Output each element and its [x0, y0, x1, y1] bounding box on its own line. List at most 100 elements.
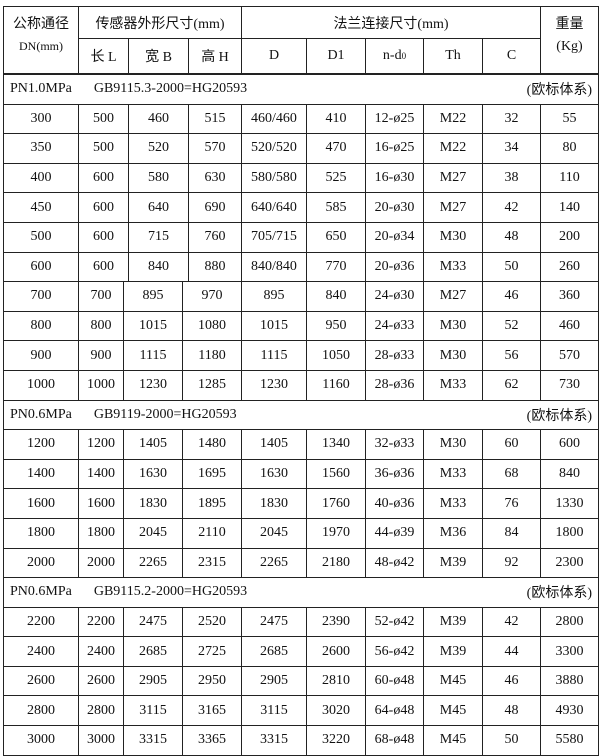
table-cell: 715: [129, 222, 189, 252]
table-cell: 1630: [124, 459, 183, 489]
table-cell: 500: [79, 104, 129, 134]
table-cell: 2950: [183, 666, 242, 696]
table-cell: 48-ø42: [366, 548, 424, 578]
table-cell: 60-ø48: [366, 666, 424, 696]
table-cell: 730: [541, 370, 599, 400]
table-cell: 895: [242, 282, 307, 311]
table-cell: 12-ø25: [366, 104, 424, 134]
table-cell: 52-ø42: [366, 607, 424, 637]
table-cell: 3115: [242, 696, 307, 726]
table-cell: 2000: [4, 548, 79, 578]
col-nd0: n-d 0: [366, 39, 424, 74]
table-cell: 2905: [124, 666, 183, 696]
table-row: 2800 2800 3115 3165 3115 3020 64-ø48 M45 48 4930: [4, 696, 599, 727]
flange-standard: GB9115.3-2000=HG20593: [93, 81, 248, 97]
table-cell: 1800: [79, 518, 124, 548]
col-c: C: [483, 39, 541, 74]
table-row: 500 600 715 760 705/715 650 20-ø34 M30 48 200: [4, 222, 599, 253]
standard-system: (欧标体系): [526, 83, 592, 99]
table-cell: 1405: [242, 430, 307, 459]
table-cell: 80: [541, 134, 599, 163]
table-cell: 1830: [242, 489, 307, 518]
table-cell: 42: [483, 607, 541, 637]
table-cell: 5580: [541, 726, 599, 755]
table-cell: 62: [483, 370, 541, 400]
table-cell: 1695: [183, 459, 242, 489]
section-header-row: PN1.0MPa GB9115.3-2000=HG20593 (欧标体系): [4, 75, 599, 105]
table-cell: 76: [483, 489, 541, 518]
table-cell: 1200: [4, 430, 79, 459]
table-row: 2600 2600 2905 2950 2905 2810 60-ø48 M45 46 3880: [4, 666, 599, 697]
table-row: 800 800 1015 1080 1015 950 24-ø33 M30 52 460: [4, 311, 599, 342]
table-cell: 1115: [242, 341, 307, 370]
table-cell: 1970: [307, 518, 366, 548]
table-cell: 2800: [79, 696, 124, 726]
table-cell: M39: [424, 607, 483, 637]
table-cell: 520: [129, 134, 189, 163]
table-cell: 2000: [79, 548, 124, 578]
table-cell: 2520: [183, 607, 242, 637]
table-cell: 760: [189, 222, 242, 252]
table-cell: 3300: [541, 637, 599, 666]
table-cell: M33: [424, 370, 483, 400]
table-cell: 16-ø30: [366, 163, 424, 193]
table-cell: 32: [483, 104, 541, 134]
table-row: 1000 1000 1230 1285 1230 1160 28-ø36 M33 62 730: [4, 370, 599, 401]
table-cell: 840: [541, 459, 599, 489]
table-cell: 700: [4, 282, 79, 311]
table-cell: 525: [307, 163, 366, 193]
table-cell: 3165: [183, 696, 242, 726]
col-length: 长 L: [79, 39, 129, 74]
weight-unit: (Kg): [541, 39, 599, 74]
table-cell: M45: [424, 666, 483, 696]
table-cell: 460/460: [242, 104, 307, 134]
col-nd0-sub: 0: [401, 51, 407, 61]
table-cell: 2265: [242, 548, 307, 578]
table-cell: M39: [424, 548, 483, 578]
table-cell: 1760: [307, 489, 366, 518]
table-cell: M30: [424, 430, 483, 459]
table-row: 1200 1200 1405 1480 1405 1340 32-ø33 M30 60 600: [4, 430, 599, 460]
table-cell: 40-ø36: [366, 489, 424, 518]
section-header-row: PN0.6MPa GB9115.2-2000=HG20593 (欧标体系): [4, 578, 599, 608]
table-cell: 2685: [242, 637, 307, 666]
table-cell: 1115: [124, 341, 183, 370]
table-cell: 46: [483, 282, 541, 311]
table-cell: 900: [4, 341, 79, 370]
table-cell: 1000: [4, 370, 79, 400]
table-cell: 2725: [183, 637, 242, 666]
table-cell: 3000: [4, 726, 79, 755]
table-cell: M27: [424, 193, 483, 222]
table-cell: 3115: [124, 696, 183, 726]
table-row: 350 500 520 570 520/520 470 16-ø25 M22 34 80: [4, 134, 599, 164]
table-cell: 700: [79, 282, 124, 311]
table-row: 2400 2400 2685 2725 2685 2600 56-ø42 M39 44 3300: [4, 637, 599, 667]
table-cell: 600: [79, 163, 129, 193]
table-cell: 1340: [307, 430, 366, 459]
table-body: PN1.0MPa GB9115.3-2000=HG20593 (欧标体系) 300 50…: [4, 75, 599, 756]
table-cell: 1000: [79, 370, 124, 400]
pressure-rating: PN0.6MPa: [10, 584, 72, 600]
table-cell: 110: [541, 163, 599, 193]
table-cell: M33: [424, 489, 483, 518]
table-cell: 24-ø33: [366, 311, 424, 341]
table-cell: 44-ø39: [366, 518, 424, 548]
table-cell: 2685: [124, 637, 183, 666]
table-cell: M45: [424, 726, 483, 755]
table-cell: 24-ø30: [366, 282, 424, 311]
table-cell: 1330: [541, 489, 599, 518]
table-cell: 2400: [4, 637, 79, 666]
table-cell: 1080: [183, 311, 242, 341]
table-cell: 840: [129, 252, 189, 282]
table-cell: 44: [483, 637, 541, 666]
table-cell: M33: [424, 459, 483, 489]
flange-group-header: 法兰连接尺寸(mm): [242, 7, 541, 39]
table-cell: 2265: [124, 548, 183, 578]
table-cell: 28-ø36: [366, 370, 424, 400]
table-row: 600 600 840 880 840/840 770 20-ø36 M33 50 260: [4, 252, 599, 283]
table-cell: M45: [424, 696, 483, 726]
table-cell: 840/840: [242, 252, 307, 282]
table-cell: 2800: [541, 607, 599, 637]
table-cell: 770: [307, 252, 366, 282]
table-cell: 1180: [183, 341, 242, 370]
